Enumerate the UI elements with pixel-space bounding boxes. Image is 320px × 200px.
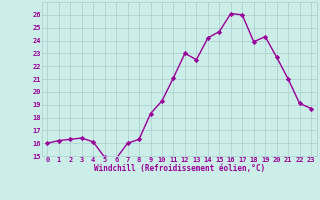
X-axis label: Windchill (Refroidissement éolien,°C): Windchill (Refroidissement éolien,°C) — [94, 164, 265, 173]
